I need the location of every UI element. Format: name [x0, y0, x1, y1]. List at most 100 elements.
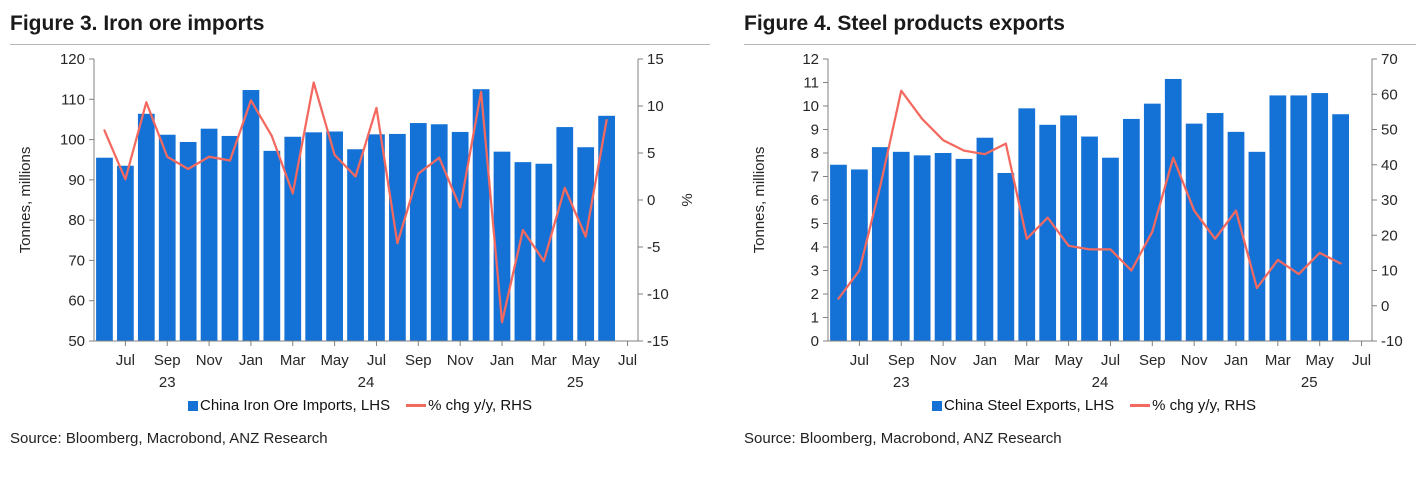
bar — [830, 164, 847, 341]
x-axis-month-label: Sep — [888, 352, 915, 369]
bar — [409, 123, 427, 341]
x-axis-month-label: Mar — [280, 352, 306, 369]
x-axis-month-label: Jan — [973, 352, 997, 369]
bar — [514, 162, 532, 341]
bar — [1248, 151, 1266, 341]
left-axis-tick-label: 1 — [811, 310, 819, 327]
bar — [934, 153, 952, 341]
bar — [263, 150, 281, 341]
bar — [451, 131, 469, 341]
x-axis-month-label: Jul — [116, 352, 135, 369]
left-axis-tick-label: 60 — [68, 293, 85, 310]
right-axis-tick-label: 15 — [647, 51, 664, 68]
bar — [326, 131, 343, 341]
left-axis-tick-label: 50 — [68, 333, 85, 350]
x-axis-year-label: 25 — [567, 374, 584, 391]
bars-series — [96, 89, 615, 342]
left-axis-tick-label: 100 — [60, 132, 85, 149]
right-axis-tick-label: 20 — [1381, 227, 1398, 244]
bar — [1206, 113, 1224, 341]
pct-change-line — [837, 89, 1342, 300]
x-axis-month-label: Jan — [1224, 352, 1248, 369]
left-axis-tick-label: 6 — [811, 192, 819, 209]
legend-label-line: % chg y/y, RHS — [1152, 397, 1256, 414]
right-axis-tick-label: 50 — [1381, 122, 1398, 139]
legend: China Iron Ore Imports, LHS % chg y/y, R… — [10, 397, 710, 414]
line-swatch-icon — [406, 404, 427, 407]
bar — [368, 134, 385, 341]
x-axis-month-label: Jul — [850, 352, 869, 369]
bar — [284, 136, 302, 341]
right-axis-tick-label: 5 — [647, 145, 655, 162]
left-axis-tick-label: 9 — [811, 122, 819, 139]
right-axis-tick-label: -15 — [647, 333, 669, 350]
legend-item-line: % chg y/y, RHS — [1130, 397, 1256, 414]
bar — [871, 147, 889, 342]
line-swatch-icon — [1130, 404, 1151, 407]
legend-label-bars: China Steel Exports, LHS — [943, 397, 1115, 414]
x-axis-year-label: 23 — [893, 374, 910, 391]
x-axis-month-label: Jan — [490, 352, 514, 369]
left-axis-tick-label: 80 — [68, 212, 85, 229]
bar — [158, 134, 176, 341]
bar — [1311, 93, 1329, 341]
bar — [200, 128, 218, 341]
legend-item-line: % chg y/y, RHS — [406, 397, 532, 414]
bar — [1227, 131, 1245, 341]
iron-ore-figure-panel: Figure 3. Iron ore imports 50 60 70 80 90 100… — [10, 8, 710, 478]
right-axis-tick-label: -10 — [647, 286, 669, 303]
x-axis-month-label: Jan — [239, 352, 263, 369]
x-axis-month-label: Jul — [367, 352, 386, 369]
x-axis-month-label: Nov — [930, 352, 957, 369]
bar — [179, 141, 197, 341]
right-axis-tick-label: 60 — [1381, 86, 1398, 103]
figure-title: Figure 3. Iron ore imports — [10, 12, 265, 35]
bar — [1123, 118, 1140, 342]
axes: 50 60 70 80 90 100 110 120 -15 -10 -5 0 5 10 15 Jul Sep N… — [60, 51, 669, 391]
x-axis-month-label: May — [1306, 352, 1335, 369]
pct-change-line — [103, 81, 608, 324]
legend-label-line: % chg y/y, RHS — [428, 397, 532, 414]
legend: China Steel Exports, LHS % chg y/y, RHS — [744, 397, 1416, 414]
bar — [305, 132, 323, 341]
x-axis-month-label: Mar — [1014, 352, 1040, 369]
bar — [137, 113, 155, 341]
left-axis-tick-label: 7 — [811, 169, 819, 186]
right-axis-tick-label: 70 — [1381, 51, 1398, 68]
left-axis-tick-label: 120 — [60, 51, 85, 68]
right-axis-tick-label: -10 — [1381, 333, 1403, 350]
x-axis-month-label: Jul — [618, 352, 637, 369]
bar — [1060, 115, 1077, 342]
x-axis-month-label: Nov — [196, 352, 223, 369]
title-rule — [10, 44, 710, 45]
legend-label-bars: China Iron Ore Imports, LHS — [200, 397, 391, 414]
left-axis-title: Tonnes, millions — [17, 147, 34, 254]
x-axis-month-label: Jul — [1352, 352, 1371, 369]
x-axis-year-label: 25 — [1301, 374, 1318, 391]
x-axis-month-label: Jul — [1101, 352, 1120, 369]
x-axis-year-label: 24 — [1092, 374, 1109, 391]
bar — [598, 115, 615, 341]
left-axis-tick-label: 90 — [68, 172, 85, 189]
bar — [96, 157, 113, 341]
source-text: Source: Bloomberg, Macrobond, ANZ Resear… — [10, 430, 328, 447]
right-axis-tick-label: 30 — [1381, 192, 1398, 209]
bar — [242, 90, 260, 341]
right-axis-tick-label: 40 — [1381, 157, 1398, 174]
bar — [117, 165, 134, 341]
x-axis-month-label: Mar — [1265, 352, 1291, 369]
left-axis-tick-label: 12 — [802, 51, 819, 68]
bar — [1018, 108, 1036, 341]
legend-item-bars: China Iron Ore Imports, LHS — [188, 397, 390, 414]
right-axis-tick-label: 0 — [1381, 298, 1389, 315]
bar — [1164, 78, 1182, 341]
bar — [430, 124, 448, 341]
bar — [472, 89, 490, 342]
title-rule — [744, 44, 1416, 45]
bar — [892, 151, 910, 341]
left-axis-tick-label: 2 — [811, 286, 819, 303]
x-axis-month-label: Mar — [531, 352, 557, 369]
right-axis-tick-label: 0 — [647, 192, 655, 209]
bar — [976, 137, 994, 341]
